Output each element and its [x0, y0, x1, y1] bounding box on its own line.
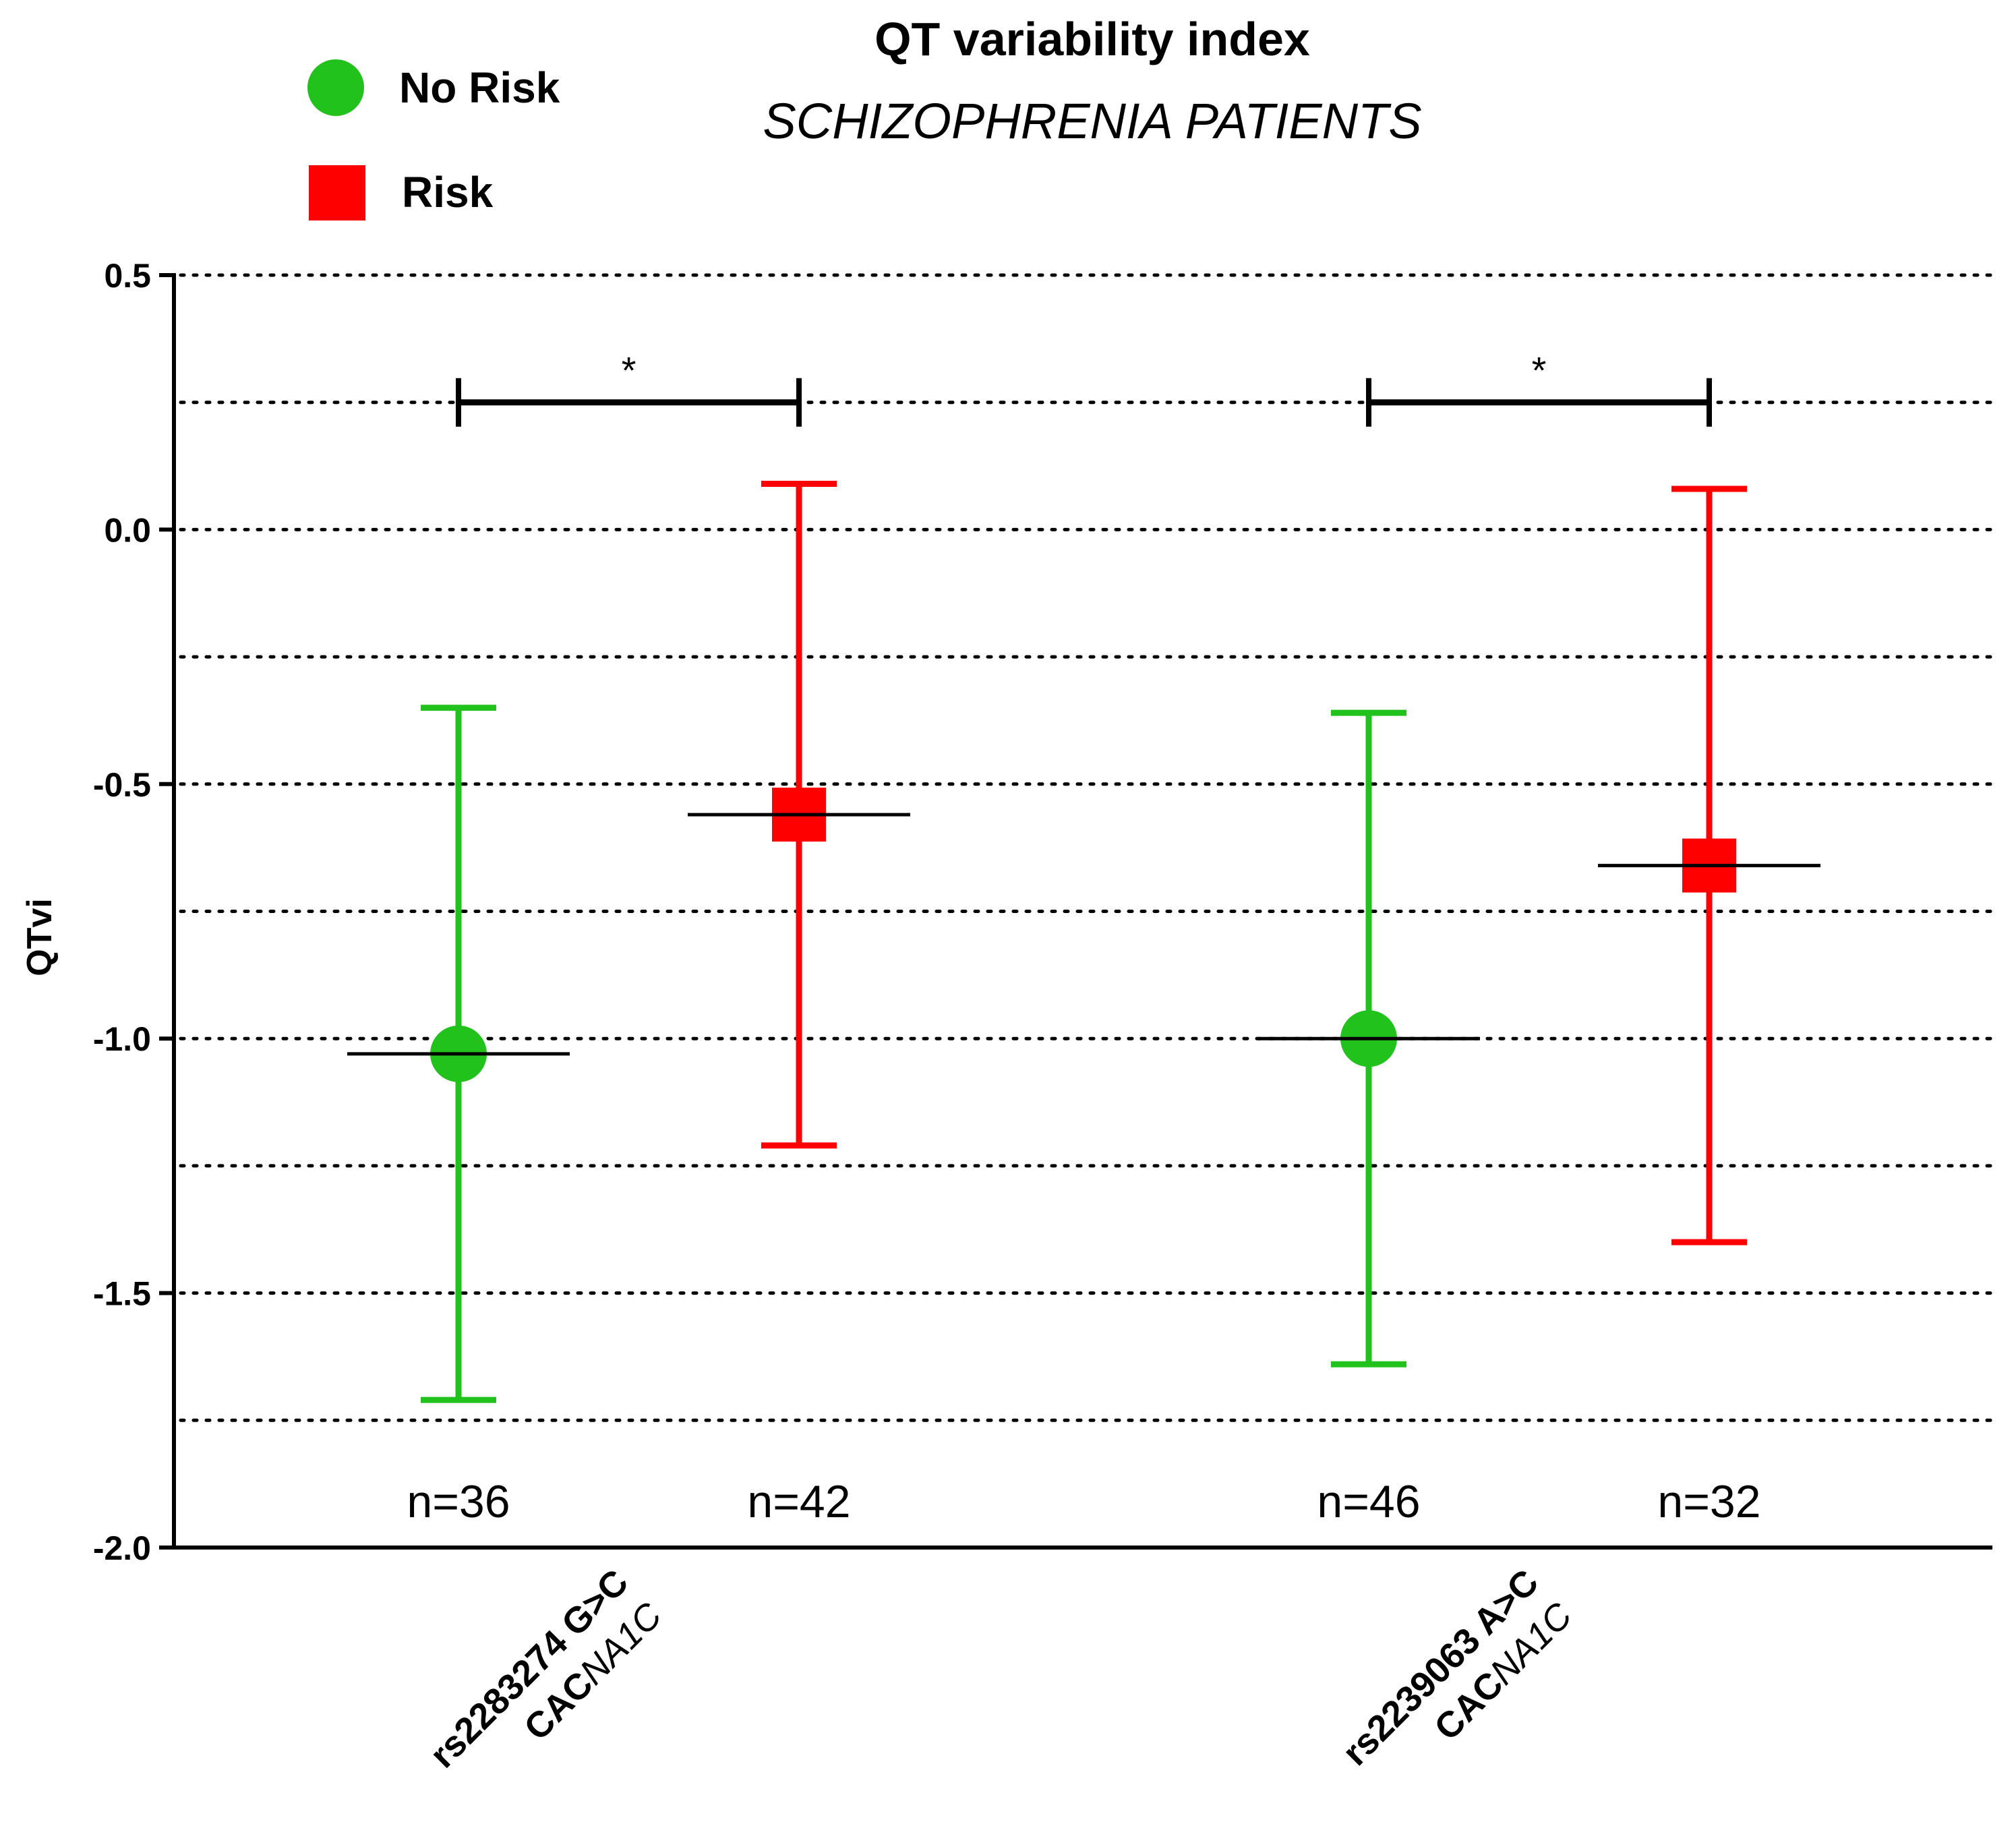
- significance-brackets: * *: [456, 349, 1712, 427]
- y-tick-label-1: 0.0: [104, 511, 151, 549]
- chart-subtitle: SCHIZOPHRENIA PATIENTS: [763, 93, 1421, 149]
- y-tick-label-2: -0.5: [93, 766, 151, 804]
- sample-size-labels: n=36 n=42 n=46 n=32: [407, 1476, 1760, 1527]
- y-axis: 0.5 0.0 -0.5 -1.0 -1.5 -2.0: [93, 257, 1992, 1567]
- n-label-risk-cat1: n=42: [747, 1476, 850, 1527]
- legend-marker-risk: [309, 165, 365, 220]
- y-tick-label-5: -2.0: [93, 1529, 151, 1567]
- legend: No Risk Risk: [307, 59, 560, 220]
- chart-title: QT variability index: [874, 13, 1310, 65]
- legend-label-no-risk: No Risk: [399, 63, 560, 112]
- legend-marker-no-risk: [307, 59, 364, 116]
- y-axis-label: QTvi: [20, 898, 59, 976]
- y-tick-label-4: -1.5: [93, 1275, 151, 1313]
- n-label-no-risk-cat1: n=36: [407, 1476, 510, 1527]
- significance-star-1: *: [1532, 349, 1547, 392]
- y-tick-label-0: 0.5: [104, 257, 151, 295]
- significance-star-0: *: [622, 349, 636, 392]
- n-label-risk-cat2: n=32: [1657, 1476, 1760, 1527]
- data-series: [347, 480, 1820, 1403]
- legend-label-risk: Risk: [402, 168, 494, 216]
- y-tick-label-3: -1.0: [93, 1020, 151, 1058]
- n-label-no-risk-cat2: n=46: [1317, 1476, 1420, 1527]
